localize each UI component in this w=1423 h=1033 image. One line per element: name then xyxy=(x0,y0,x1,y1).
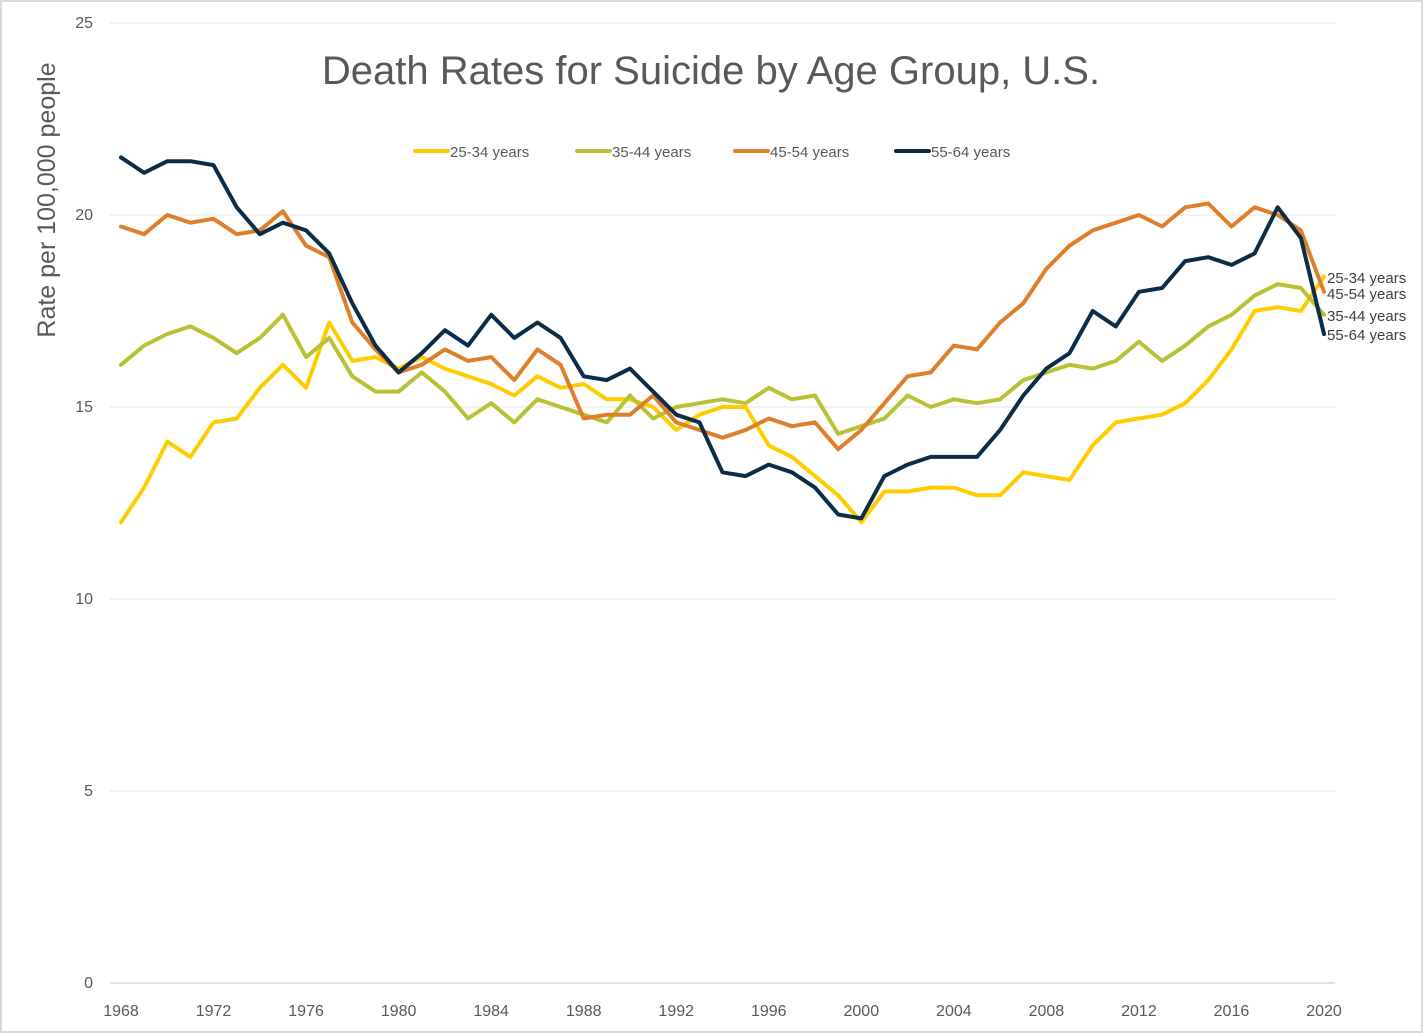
series-end-label: 25-34 years xyxy=(1327,270,1406,287)
legend-label: 25-34 years xyxy=(450,144,529,161)
x-axis-ticks: 1968 1972 1976 1980 1984 1988 1992 1996 2000 2004… xyxy=(103,1003,1342,1020)
x-tick-label: 2000 xyxy=(844,1003,880,1020)
x-tick-label: 1992 xyxy=(658,1003,694,1020)
y-tick-label: 10 xyxy=(75,591,93,608)
chart-title: Death Rates for Suicide by Age Group, U.… xyxy=(322,49,1100,93)
x-tick-label: 1980 xyxy=(381,1003,417,1020)
series-lines xyxy=(119,155,1326,525)
legend-label: 55-64 years xyxy=(931,144,1010,161)
x-tick-label: 1968 xyxy=(103,1003,139,1020)
x-tick-label: 1976 xyxy=(288,1003,324,1020)
y-tick-label: 0 xyxy=(84,975,93,992)
y-tick-label: 25 xyxy=(75,15,93,32)
x-tick-label: 1984 xyxy=(473,1003,509,1020)
x-tick-label: 2020 xyxy=(1306,1003,1342,1020)
x-tick-label: 1988 xyxy=(566,1003,602,1020)
x-tick-label: 1972 xyxy=(196,1003,232,1020)
x-tick-label: 2016 xyxy=(1214,1003,1250,1020)
legend-label: 45-54 years xyxy=(770,144,849,161)
y-axis-label: Rate per 100,000 people xyxy=(33,62,61,337)
series-end-labels: 25-34 years 35-44 years 45-54 years 55-64 y… xyxy=(1327,270,1406,344)
gridlines xyxy=(110,22,1335,984)
y-tick-label: 5 xyxy=(84,783,93,800)
series-line-35-44-years xyxy=(119,282,1326,436)
x-tick-label: 2008 xyxy=(1029,1003,1065,1020)
legend: 25-34 years 35-44 years 45-54 years 55-64 y… xyxy=(413,144,1010,161)
y-tick-label: 15 xyxy=(75,399,93,416)
series-line-55-64-years xyxy=(119,155,1326,521)
y-axis-ticks: 0 5 10 15 20 25 xyxy=(75,15,93,992)
x-tick-label: 1996 xyxy=(751,1003,787,1020)
x-tick-label: 2012 xyxy=(1121,1003,1157,1020)
series-line-45-54-years xyxy=(119,201,1326,452)
series-end-label: 45-54 years xyxy=(1327,286,1406,303)
legend-label: 35-44 years xyxy=(612,144,691,161)
y-tick-label: 20 xyxy=(75,207,93,224)
series-end-label: 55-64 years xyxy=(1327,327,1406,344)
x-tick-label: 2004 xyxy=(936,1003,972,1020)
series-end-label: 35-44 years xyxy=(1327,308,1406,325)
